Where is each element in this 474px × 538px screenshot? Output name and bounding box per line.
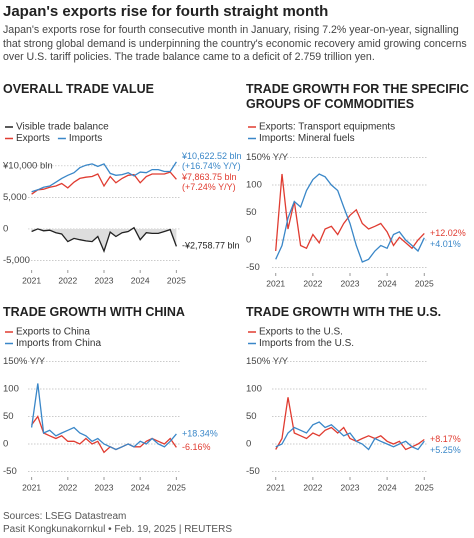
- x-tick-label: 2024: [131, 482, 150, 492]
- subtitle: Japan's exports rose for fourth consecut…: [3, 24, 467, 63]
- series-line: [31, 171, 177, 195]
- x-tick-label: 2021: [22, 482, 41, 492]
- y-tick-label: 50: [246, 207, 257, 218]
- end-label: (+7.24% Y/Y): [182, 182, 236, 192]
- byline: Pasit Kongkunakornkul • Feb. 19, 2025 | …: [3, 524, 232, 535]
- x-tick-label: 2024: [131, 275, 150, 285]
- x-tick-label: 2021: [22, 275, 41, 285]
- x-tick-label: 2025: [415, 278, 434, 288]
- legend-label: Exports to China: [16, 327, 90, 338]
- x-tick-label: 2023: [95, 275, 114, 285]
- series-line: [275, 173, 425, 252]
- x-tick-label: 2025: [167, 275, 186, 285]
- x-tick-label: 2021: [266, 278, 285, 288]
- y-tick-label: 100: [246, 180, 262, 191]
- legend-label: Exports: Transport equipments: [259, 122, 395, 133]
- panel-title: TRADE GROWTH FOR THE SPECIFIC GROUPS OF …: [246, 82, 469, 111]
- end-label: ¥7,863.75 bln: [181, 172, 237, 182]
- y-tick-label: 0: [3, 223, 8, 234]
- y-tick-label: 100: [246, 384, 262, 395]
- legend-label: Exports: [16, 133, 50, 144]
- y-tick-label: -5,000: [3, 255, 30, 266]
- legend-label: Imports from the U.S.: [259, 338, 354, 349]
- y-tick-label: 0: [3, 439, 8, 450]
- x-tick-label: 2022: [303, 482, 322, 492]
- legend-label: Imports from China: [16, 338, 101, 349]
- y-tick-label: -50: [246, 262, 260, 273]
- y-tick-label: 150% Y/Y: [246, 356, 289, 367]
- series-line: [275, 173, 425, 263]
- y-tick-label: ¥10,000 bln: [2, 160, 53, 171]
- y-tick-label: -50: [246, 466, 260, 477]
- panel-title: TRADE GROWTH WITH THE U.S.: [246, 305, 442, 319]
- legend-label: Exports to the U.S.: [259, 327, 343, 338]
- x-tick-label: 2022: [58, 275, 77, 285]
- end-label: +12.02%: [430, 228, 466, 238]
- y-tick-label: 150% Y/Y: [246, 152, 289, 163]
- x-tick-label: 2023: [341, 482, 360, 492]
- y-tick-label: -50: [3, 466, 17, 477]
- x-tick-label: 2021: [266, 482, 285, 492]
- legend-label: Imports: Mineral fuels: [259, 133, 355, 144]
- balance-area: [31, 227, 177, 252]
- series-line: [31, 161, 177, 193]
- y-tick-label: 150% Y/Y: [3, 356, 46, 367]
- y-tick-label: 100: [3, 384, 19, 395]
- y-tick-label: 50: [246, 411, 257, 422]
- source: Sources: LSEG Datastream: [3, 511, 127, 522]
- x-tick-label: 2022: [303, 278, 322, 288]
- x-tick-label: 2024: [378, 482, 397, 492]
- panel-title: OVERALL TRADE VALUE: [3, 82, 154, 96]
- end-label: +8.17%: [430, 434, 461, 444]
- series-line: [31, 226, 178, 253]
- x-tick-label: 2025: [415, 482, 434, 492]
- x-tick-label: 2022: [58, 482, 77, 492]
- series-line: [275, 421, 425, 451]
- x-tick-label: 2023: [341, 278, 360, 288]
- end-label: (+16.74% Y/Y): [182, 161, 241, 171]
- panel-title: TRADE GROWTH WITH CHINA: [3, 305, 185, 319]
- x-tick-label: 2024: [378, 278, 397, 288]
- series-line: [275, 397, 425, 451]
- end-label: +5.25%: [430, 445, 461, 455]
- end-label: -6.16%: [182, 442, 211, 452]
- end-label: +4.01%: [430, 239, 461, 249]
- legend-label: Visible trade balance: [16, 122, 109, 133]
- series-line: [31, 415, 177, 454]
- title: Japan's exports rise for fourth straight…: [3, 3, 329, 20]
- y-tick-label: 0: [246, 439, 251, 450]
- x-tick-label: 2023: [95, 482, 114, 492]
- y-tick-label: 50: [3, 411, 14, 422]
- end-label: ¥10,622.52 bln: [181, 151, 242, 161]
- y-tick-label: 5,000: [3, 192, 27, 203]
- end-label: -¥2,758.77 bln: [182, 241, 240, 251]
- legend-label: Imports: [69, 133, 102, 144]
- series-line: [30, 383, 177, 451]
- x-tick-label: 2025: [167, 482, 186, 492]
- end-label: +18.34%: [182, 428, 218, 438]
- y-tick-label: 0: [246, 235, 251, 246]
